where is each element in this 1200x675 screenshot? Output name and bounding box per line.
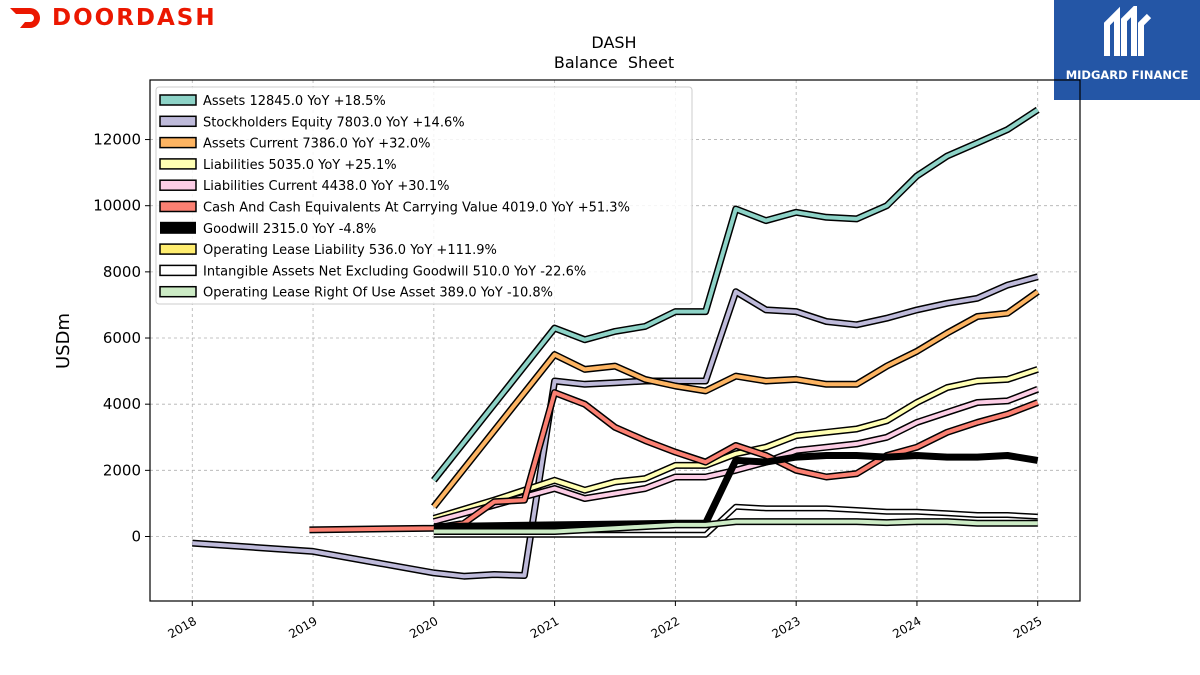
legend-label: Assets Current 7386.0 YoY +32.0%: [203, 137, 430, 152]
series-stroke: [192, 274, 1039, 579]
legend-item: Intangible Assets Net Excluding Goodwill…: [159, 264, 586, 279]
y-axis-label: USDm: [53, 313, 74, 369]
series-line-1: [192, 273, 1039, 580]
y-tick-label: 6000: [103, 329, 141, 347]
legend-label: Operating Lease Liability 536.0 YoY +111…: [203, 243, 497, 258]
plot-frame: [149, 79, 1081, 602]
legend-swatch: [159, 94, 197, 106]
series-line-0: [431, 106, 1040, 483]
series-line-8: [433, 503, 1038, 538]
legend-label: Operating Lease Right Of Use Asset 389.0…: [203, 286, 553, 301]
y-tick-label: 4000: [103, 395, 141, 413]
midgard-finance-badge: MIDGARD FINANCE: [1054, 0, 1200, 100]
series-stroke: [433, 505, 1038, 537]
y-tick-label: 12000: [93, 131, 141, 149]
legend-swatch: [159, 200, 197, 213]
legend-label: Liabilities 5035.0 YoY +25.1%: [203, 158, 397, 173]
legend-swatch: [159, 285, 197, 298]
legend-swatch: [159, 136, 197, 149]
series-stroke: [432, 290, 1039, 508]
y-tick-label: 10000: [93, 197, 141, 215]
badge-label: MIDGARD FINANCE: [1065, 68, 1189, 82]
midgard-logo-icon: [1104, 6, 1152, 56]
x-tick-label: 2022: [649, 614, 682, 641]
legend-item: Liabilities 5035.0 YoY +25.1%: [159, 158, 397, 173]
x-axis: 2018 2019 2020 2021 2022 2023 2024 2025: [166, 601, 1044, 641]
legend-item: Assets Current 7386.0 YoY +32.0%: [159, 136, 430, 152]
x-tick-label: 2021: [528, 614, 561, 641]
legend-item: Operating Lease Liability 536.0 YoY +111…: [159, 243, 497, 258]
series-stroke: [433, 519, 1038, 534]
series-stroke: [309, 390, 1039, 532]
y-tick-label: 0: [131, 527, 141, 545]
series-outline: [431, 288, 1040, 509]
x-tick-label: 2019: [286, 614, 319, 641]
legend-label: Liabilities Current 4438.0 YoY +30.1%: [203, 179, 450, 194]
brand-wordmark: DOORDASH: [52, 5, 217, 31]
legend-box: [155, 86, 693, 305]
y-tick-label: 8000: [103, 263, 141, 281]
legend: Assets 12845.0 YoY +18.5% Stockholders Eq…: [155, 86, 693, 305]
series-line-3: [432, 366, 1039, 522]
legend-item: Goodwill 2315.0 YoY -4.8%: [160, 221, 376, 237]
x-tick-label: 2024: [890, 614, 923, 641]
y-axis: 0 2000 4000 6000 8000 10000 12000: [93, 131, 150, 545]
legend-swatch: [159, 158, 197, 170]
legend-label: Assets 12845.0 YoY +18.5%: [203, 94, 386, 109]
legend-swatch: [159, 179, 197, 191]
series-line-5: [309, 389, 1039, 534]
series-stroke: [432, 108, 1039, 482]
legend-swatch: [159, 243, 197, 255]
legend-swatch: [160, 221, 196, 234]
legend-item: Cash And Cash Equivalents At Carrying Va…: [159, 200, 630, 216]
legend-item: Operating Lease Right Of Use Asset 389.0…: [159, 285, 553, 301]
legend-item: Liabilities Current 4438.0 YoY +30.1%: [159, 179, 450, 194]
legend-label: Cash And Cash Equivalents At Carrying Va…: [203, 201, 630, 216]
series-line-2: [431, 288, 1040, 509]
series-outline: [309, 389, 1039, 534]
legend-label: Stockholders Equity 7803.0 YoY +14.6%: [203, 115, 465, 130]
legend-label: Intangible Assets Net Excluding Goodwill…: [203, 264, 586, 279]
series-line-9: [433, 518, 1038, 535]
y-tick-label: 2000: [103, 461, 141, 479]
x-tick-label: 2018: [166, 614, 199, 641]
chart-title: DASH: [591, 33, 636, 52]
legend-label: Goodwill 2315.0 YoY -4.8%: [203, 222, 376, 237]
x-tick-label: 2025: [1011, 614, 1044, 641]
doordash-logo-icon: [10, 8, 40, 28]
brand-logo: DOORDASH: [8, 4, 217, 32]
legend-item: Assets 12845.0 YoY +18.5%: [159, 94, 386, 109]
legend-swatch: [159, 264, 197, 277]
chart-subtitle: Balance Sheet: [554, 53, 674, 72]
series-stroke: [433, 367, 1039, 521]
series-lines: [192, 106, 1040, 580]
x-tick-label: 2020: [407, 614, 440, 641]
legend-item: Stockholders Equity 7803.0 YoY +14.6%: [159, 115, 465, 130]
legend-swatch: [159, 115, 197, 128]
x-tick-label: 2023: [769, 614, 802, 641]
